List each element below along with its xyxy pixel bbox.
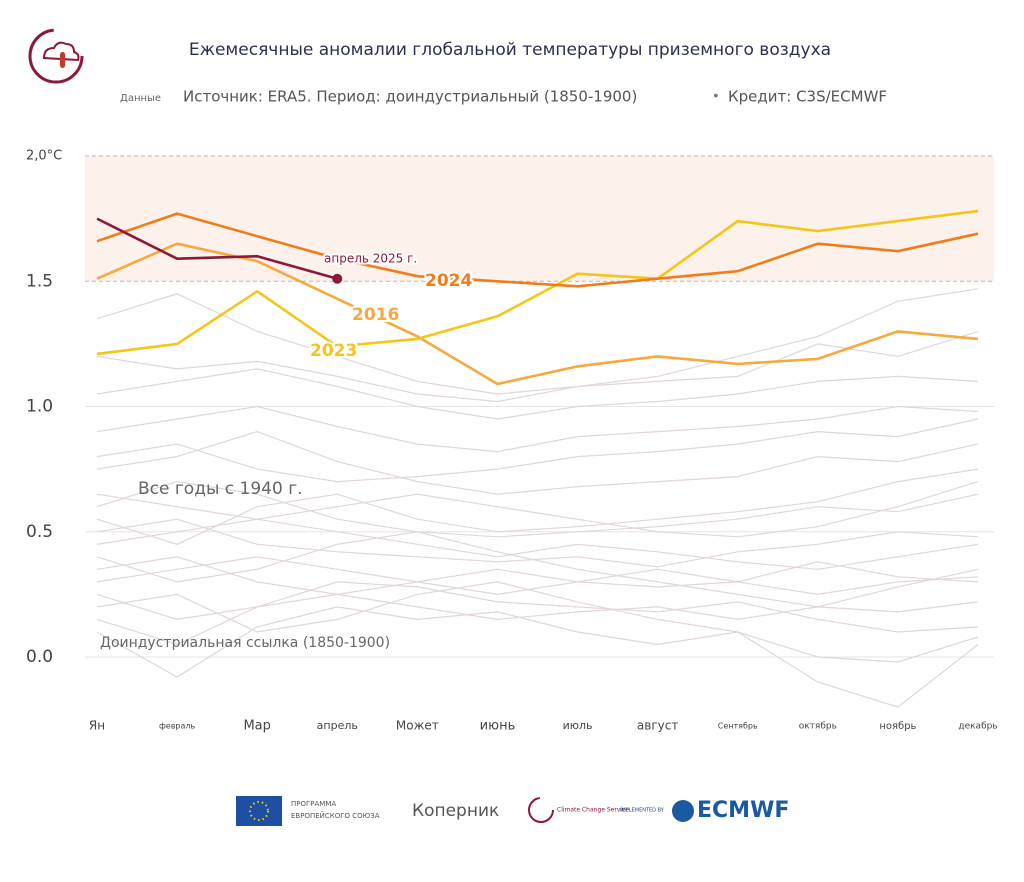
background-year-line (96, 606, 979, 678)
reference-label: Доиндустриальная ссылка (1850-1900) (100, 635, 390, 651)
chart-title: Ежемесячные аномалии глобальной температ… (189, 40, 831, 60)
series-label: 2024 (425, 271, 472, 291)
series-line (96, 217, 338, 280)
x-tick-label: апрель (317, 719, 358, 732)
background-year-line (96, 481, 979, 538)
y-tick-label: 1.0 (26, 397, 53, 417)
x-tick-label: август (637, 719, 678, 733)
y-tick-label: 2,0°C (26, 149, 62, 164)
background-year-line (96, 468, 979, 545)
background-year-line (96, 288, 979, 395)
series-label: 2023 (310, 341, 357, 361)
background-year-line (96, 556, 979, 596)
footer: ПРОГРАММА ЕВРОПЕЙСКОГО СОЮЗА Коперник Cli… (236, 796, 789, 826)
background-year-line (96, 405, 979, 453)
x-tick-label: июнь (480, 719, 516, 734)
subtitle-prefix: Данные (120, 93, 161, 104)
plot-area: 0.0 0.5 1.0 1.5 2,0°C Ян февраль Мар апрель Может… (26, 149, 998, 734)
ecmwf-label: ECMWF (697, 798, 789, 823)
series-label: 2016 (352, 305, 399, 325)
background-year-line (96, 581, 979, 708)
background-year-line (96, 418, 979, 483)
implemented-label: IMPLEMENTED BY (620, 808, 665, 814)
background-year-line (96, 480, 979, 538)
logo (28, 28, 84, 84)
background-year-line (96, 556, 979, 596)
x-tick-label: Ян (89, 719, 105, 733)
eu-label: ПРОГРАММА ЕВРОПЕЙСКОГО СОЮЗА (291, 800, 380, 820)
credit: Кредит: C3S/ECMWF (728, 88, 887, 106)
series-line (96, 209, 979, 356)
copernicus: Коперник (412, 801, 499, 821)
source: Источник: ERA5. Период: доиндустриальный… (183, 88, 637, 106)
y-tick-label: 0.0 (26, 647, 53, 667)
background-year-line (96, 593, 979, 646)
background-year-line (96, 581, 979, 633)
x-tick-label: Мар (243, 719, 270, 734)
series-line (96, 212, 979, 288)
x-tick-label: Может (396, 719, 439, 733)
background-year-line (96, 531, 979, 608)
x-tick-label: июль (563, 719, 593, 732)
background-year-line (96, 518, 979, 570)
series-line (96, 242, 979, 386)
background-year-line (96, 330, 979, 403)
y-tick-label: 0.5 (26, 522, 53, 542)
other-years-label: Все годы с 1940 г. (138, 479, 303, 499)
background-year-line (96, 368, 979, 420)
background-year-line (96, 518, 979, 568)
x-tick-label: Сентябрь (718, 722, 758, 731)
x-tick-label: октябрь (799, 722, 837, 732)
latest-point (332, 273, 343, 284)
x-tick-label: февраль (159, 722, 196, 731)
c3s-label: Climate Change Service (557, 807, 629, 814)
background-year-line (96, 430, 979, 495)
x-tick-label: ноябрь (879, 721, 916, 732)
bullet: • (712, 90, 720, 105)
series-label: апрель 2025 г. (324, 252, 417, 266)
threshold-band (85, 156, 994, 282)
x-tick-label: декабрь (958, 722, 997, 732)
y-tick-label: 1.5 (26, 271, 53, 291)
